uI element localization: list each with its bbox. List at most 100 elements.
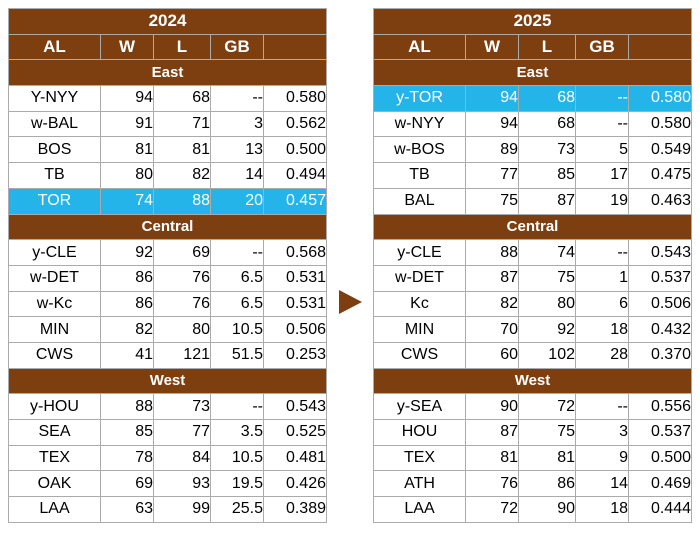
pct-cell: 0.457 bbox=[263, 187, 327, 215]
team-row: Kc 82 80 6 0.506 bbox=[373, 290, 692, 318]
gb-cell: 9 bbox=[575, 444, 629, 472]
l-cell: 69 bbox=[153, 239, 211, 266]
team-name-cell: TB bbox=[8, 162, 101, 189]
column-header-pct bbox=[628, 33, 692, 61]
team-row: w-DET 87 75 1 0.537 bbox=[373, 264, 692, 292]
team-row: BAL 75 87 19 0.463 bbox=[373, 187, 692, 215]
gb-cell: 1 bbox=[575, 264, 629, 292]
w-cell: 94 bbox=[100, 85, 154, 112]
w-cell: 89 bbox=[465, 136, 519, 164]
team-row: BOS 81 81 13 0.500 bbox=[8, 136, 327, 164]
arrow-column bbox=[327, 8, 373, 523]
column-header-l: L bbox=[518, 33, 576, 61]
team-name-cell: CWS bbox=[8, 341, 101, 369]
team-row: CWS 60 102 28 0.370 bbox=[373, 341, 692, 369]
w-cell: 85 bbox=[100, 419, 154, 446]
year-header: 2024 bbox=[8, 8, 327, 35]
team-row: y-TOR 94 68 -- 0.580 bbox=[373, 85, 692, 112]
w-cell: 76 bbox=[465, 470, 519, 498]
l-cell: 81 bbox=[518, 444, 576, 472]
w-cell: 81 bbox=[465, 444, 519, 472]
pct-cell: 0.556 bbox=[628, 393, 692, 420]
w-cell: 77 bbox=[465, 162, 519, 189]
pct-cell: 0.580 bbox=[628, 110, 692, 138]
pct-cell: 0.525 bbox=[263, 419, 327, 446]
column-header-gb: GB bbox=[210, 33, 264, 61]
team-name-cell: TOR bbox=[8, 187, 101, 215]
team-row: w-BAL 91 71 3 0.562 bbox=[8, 110, 327, 138]
w-cell: 90 bbox=[465, 393, 519, 420]
team-row: SEA 85 77 3.5 0.525 bbox=[8, 419, 327, 446]
l-cell: 99 bbox=[153, 496, 211, 523]
l-cell: 80 bbox=[153, 316, 211, 343]
division-header-east: East bbox=[8, 59, 327, 87]
column-header-w: W bbox=[465, 33, 519, 61]
pct-cell: 0.580 bbox=[628, 85, 692, 112]
team-name-cell: y-SEA bbox=[373, 393, 466, 420]
team-name-cell: y-CLE bbox=[8, 239, 101, 266]
gb-cell: 3 bbox=[210, 110, 264, 138]
gb-cell: 13 bbox=[210, 136, 264, 164]
pct-cell: 0.444 bbox=[628, 496, 692, 523]
pct-cell: 0.426 bbox=[263, 470, 327, 498]
pct-cell: 0.537 bbox=[628, 264, 692, 292]
team-name-cell: w-NYY bbox=[373, 110, 466, 138]
team-name-cell: CWS bbox=[373, 341, 466, 369]
pct-cell: 0.531 bbox=[263, 290, 327, 318]
gb-cell: 3.5 bbox=[210, 419, 264, 446]
w-cell: 94 bbox=[465, 110, 519, 138]
w-cell: 69 bbox=[100, 470, 154, 498]
l-cell: 72 bbox=[518, 393, 576, 420]
gb-cell: 19.5 bbox=[210, 470, 264, 498]
division-header-west: West bbox=[8, 367, 327, 395]
team-name-cell: SEA bbox=[8, 419, 101, 446]
team-row: w-NYY 94 68 -- 0.580 bbox=[373, 110, 692, 138]
l-cell: 102 bbox=[518, 341, 576, 369]
team-row: TEX 81 81 9 0.500 bbox=[373, 444, 692, 472]
w-cell: 63 bbox=[100, 496, 154, 523]
pct-cell: 0.543 bbox=[263, 393, 327, 420]
l-cell: 77 bbox=[153, 419, 211, 446]
gb-cell: 51.5 bbox=[210, 341, 264, 369]
team-row: LAA 63 99 25.5 0.389 bbox=[8, 496, 327, 523]
w-cell: 78 bbox=[100, 444, 154, 472]
l-cell: 75 bbox=[518, 264, 576, 292]
team-name-cell: MIN bbox=[373, 316, 466, 343]
column-header-w: W bbox=[100, 33, 154, 61]
l-cell: 121 bbox=[153, 341, 211, 369]
w-cell: 60 bbox=[465, 341, 519, 369]
w-cell: 94 bbox=[465, 85, 519, 112]
w-cell: 82 bbox=[100, 316, 154, 343]
team-name-cell: ATH bbox=[373, 470, 466, 498]
l-cell: 68 bbox=[153, 85, 211, 112]
l-cell: 92 bbox=[518, 316, 576, 343]
team-name-cell: LAA bbox=[8, 496, 101, 523]
division-header-west: West bbox=[373, 367, 692, 395]
w-cell: 82 bbox=[465, 290, 519, 318]
column-header-al: AL bbox=[8, 33, 101, 61]
column-header-al: AL bbox=[373, 33, 466, 61]
pct-cell: 0.463 bbox=[628, 187, 692, 215]
l-cell: 75 bbox=[518, 419, 576, 446]
l-cell: 93 bbox=[153, 470, 211, 498]
division-header-central: Central bbox=[8, 213, 327, 241]
team-row: w-DET 86 76 6.5 0.531 bbox=[8, 264, 327, 292]
pct-cell: 0.506 bbox=[628, 290, 692, 318]
team-name-cell: LAA bbox=[373, 496, 466, 523]
gb-cell: 18 bbox=[575, 496, 629, 523]
w-cell: 41 bbox=[100, 341, 154, 369]
team-row: y-CLE 92 69 -- 0.568 bbox=[8, 239, 327, 266]
division-header-east: East bbox=[373, 59, 692, 87]
gb-cell: -- bbox=[210, 393, 264, 420]
pct-cell: 0.500 bbox=[628, 444, 692, 472]
team-row: y-CLE 88 74 -- 0.543 bbox=[373, 239, 692, 266]
gb-cell: 20 bbox=[210, 187, 264, 215]
pct-cell: 0.469 bbox=[628, 470, 692, 498]
l-cell: 73 bbox=[153, 393, 211, 420]
gb-cell: 6.5 bbox=[210, 264, 264, 292]
team-name-cell: y-HOU bbox=[8, 393, 101, 420]
team-row: OAK 69 93 19.5 0.426 bbox=[8, 470, 327, 498]
gb-cell: -- bbox=[575, 393, 629, 420]
w-cell: 81 bbox=[100, 136, 154, 164]
team-row: w-BOS 89 73 5 0.549 bbox=[373, 136, 692, 164]
